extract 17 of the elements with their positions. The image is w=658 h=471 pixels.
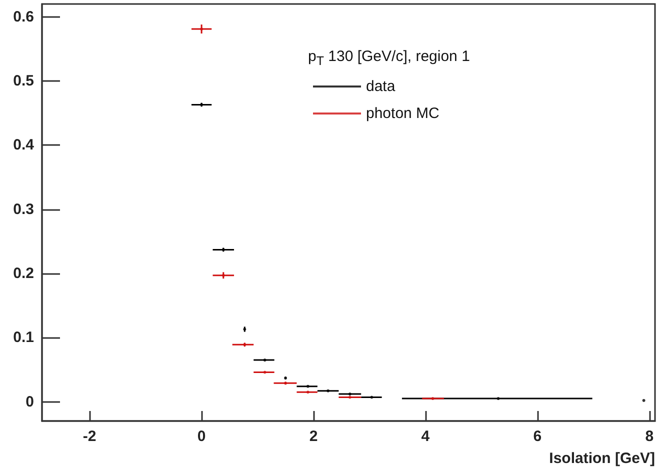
y-tick-label: 0.4 (13, 136, 35, 154)
y-tick-label: 0.1 (13, 329, 34, 346)
legend-label: photon MC (366, 105, 440, 122)
x-tick-label: 4 (421, 428, 430, 445)
x-axis-title: Isolation [GeV] (549, 450, 656, 467)
x-tick-label: 0 (197, 428, 206, 445)
y-tick-label: 0 (26, 393, 34, 410)
x-tick-label: -2 (82, 428, 96, 445)
y-tick-label: 0.3 (13, 200, 34, 218)
y-tick-label: 0.5 (13, 72, 34, 90)
y-tick-label: 0.6 (13, 8, 34, 26)
x-tick-label: 2 (309, 428, 318, 445)
legend-label: data (366, 78, 396, 95)
legend-title: p$_{T}$ 130 [GeV/c], region 1 (308, 48, 470, 68)
x-tick-label: 6 (533, 428, 542, 445)
y-tick-label: 0.2 (13, 264, 34, 282)
x-tick-label: 8 (645, 428, 654, 445)
